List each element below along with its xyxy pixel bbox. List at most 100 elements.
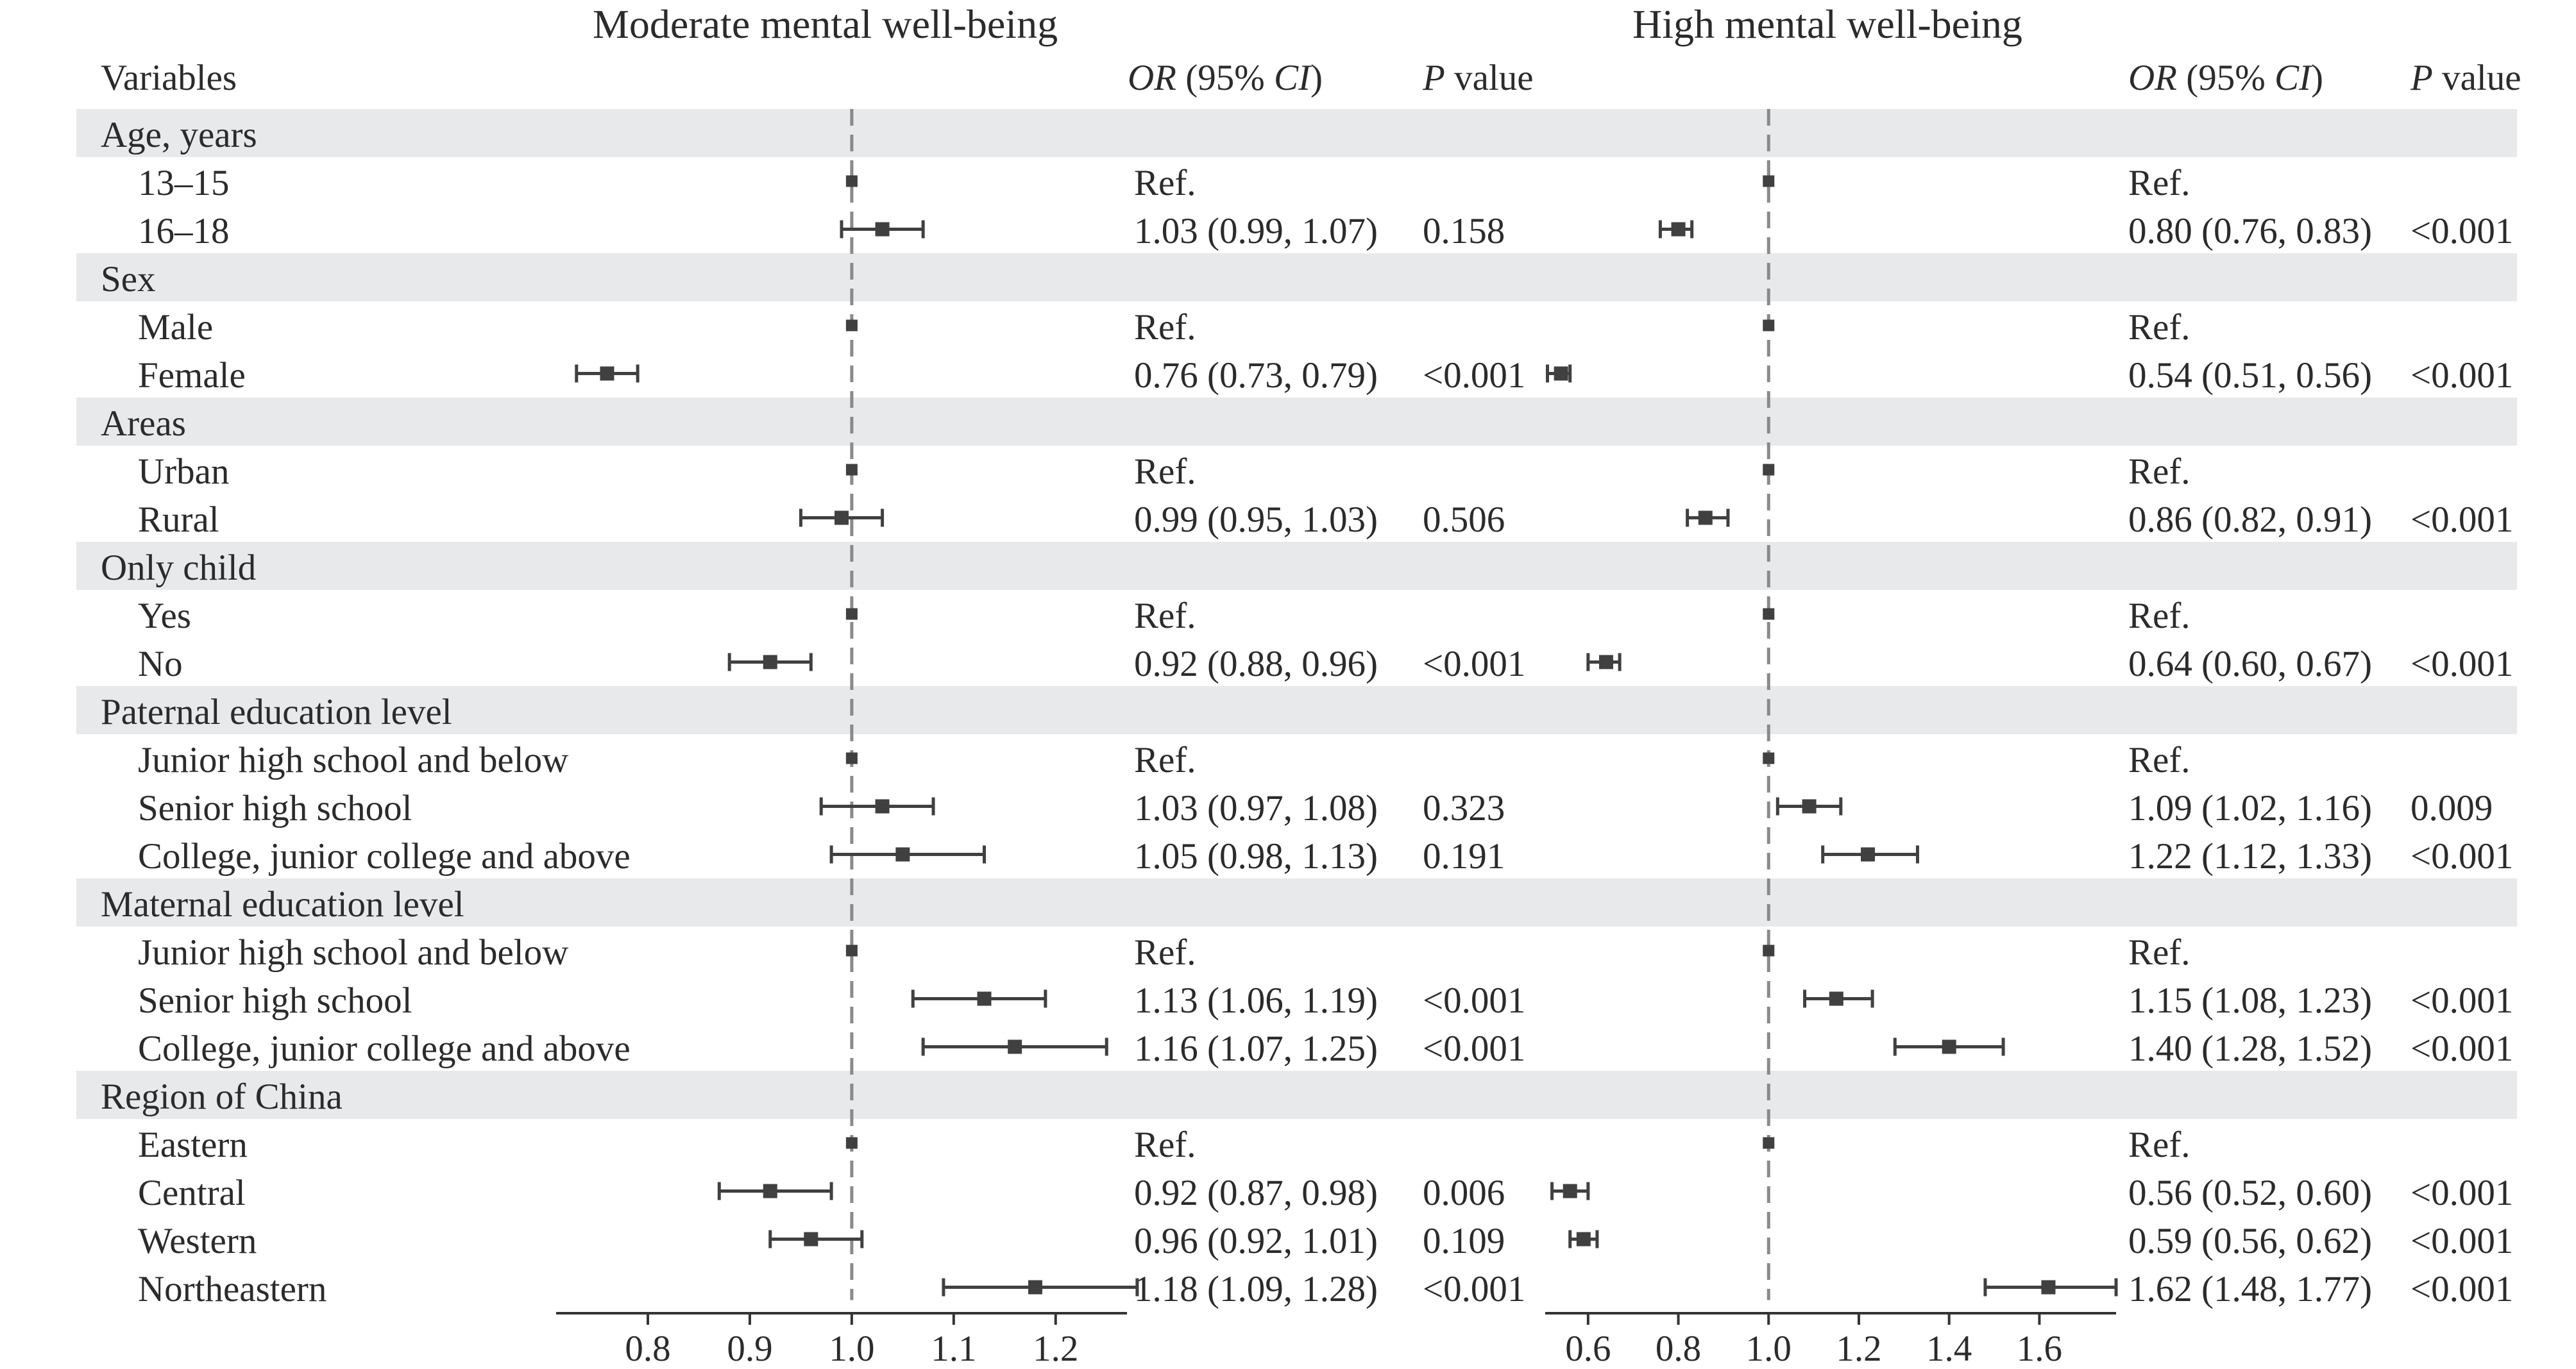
p-value-moderate: 0.323 [1423,787,1505,828]
row-label: College, junior college and above [138,1028,631,1069]
or-ci-text-moderate: 0.76 (0.73, 0.79) [1134,355,1378,396]
p-value-high: <0.001 [2411,355,2514,396]
or-point-moderate [845,175,858,187]
or-ci-text-high: Ref. [2128,932,2190,973]
ci-header-moderate-end: ) [1310,58,1323,98]
p-value-moderate: 0.109 [1423,1220,1505,1261]
or-ci-text-moderate: 0.96 (0.92, 1.01) [1134,1220,1378,1261]
or-point-high [1763,752,1775,764]
row-label: Senior high school [138,787,412,828]
or-point-high [1576,1232,1591,1247]
panel-title-moderate: Moderate mental well-being [593,1,1058,47]
row-label: Junior high school and below [138,932,569,973]
or-ci-text-high: Ref. [2128,451,2190,492]
group-label: Maternal education level [101,884,464,925]
p-value-high: <0.001 [2411,1220,2514,1261]
p-letter-moderate: P [1423,58,1445,98]
or-point-moderate [835,510,849,525]
x-tick-label: 0.8 [1656,1329,1701,1369]
row-label: Northeastern [138,1268,327,1309]
p-value-moderate: <0.001 [1423,643,1526,684]
or-point-high [1763,608,1775,620]
group-band [76,253,2517,301]
or-point-high [1763,945,1775,957]
or-ci-text-high: 1.09 (1.02, 1.16) [2128,787,2372,828]
or-point-moderate [895,847,910,862]
group-label: Only child [101,547,257,588]
x-tick-label: 0.8 [625,1329,670,1369]
or-ci-text-high: 0.64 (0.60, 0.67) [2128,643,2372,684]
or-ci-text-high: 0.56 (0.52, 0.60) [2128,1172,2372,1213]
or-point-high [1763,319,1775,332]
group-label: Age, years [101,114,257,155]
or-point-high [1698,510,1713,525]
or-ci-text-high: Ref. [2128,1124,2190,1165]
or-ci-text-high: Ref. [2128,307,2190,348]
or-header-high: OR [2128,58,2177,98]
ci-header-high-ci: CI [2274,58,2311,98]
or-point-high [1563,1184,1577,1198]
x-tick-label: 1.1 [931,1329,976,1369]
p-value-moderate: <0.001 [1423,1028,1526,1069]
or-ci-text-moderate: Ref. [1134,595,1196,636]
x-tick-label: 1.4 [1926,1329,1972,1369]
or-ci-text-high: Ref. [2128,595,2190,636]
or-point-high [1861,847,1876,862]
or-ci-text-high: Ref. [2128,162,2190,203]
group-band [76,1071,2517,1119]
p-value-moderate: <0.001 [1423,1268,1526,1309]
or-point-moderate [600,366,614,381]
p-value-moderate: 0.506 [1423,499,1505,540]
or-ci-text-moderate: 0.92 (0.88, 0.96) [1134,643,1378,684]
ci-header-moderate-mid: (95% [1176,58,1274,98]
group-band [76,542,2517,590]
p-letter-high: P [2411,58,2433,98]
or-point-moderate [845,752,858,764]
or-point-moderate [845,1137,858,1149]
or-point-high [1671,222,1686,237]
row-label: College, junior college and above [138,836,631,877]
row-label: Female [138,355,246,396]
row-label: Senior high school [138,980,412,1021]
p-value-moderate: <0.001 [1423,355,1526,396]
p-value-high: <0.001 [2411,210,2514,251]
or-ci-text-moderate: Ref. [1134,307,1196,348]
row-label: 13–15 [138,162,230,203]
or-ci-text-high: 1.62 (1.48, 1.77) [2128,1268,2372,1309]
row-label: Eastern [138,1124,248,1165]
p-value-high: <0.001 [2411,836,2514,877]
ci-header-moderate-ci: CI [1273,58,1310,98]
or-point-moderate [845,464,858,476]
or-ci-text-moderate: 0.99 (0.95, 1.03) [1134,499,1378,540]
row-label: Urban [138,451,230,492]
or-ci-text-moderate: 1.03 (0.99, 1.07) [1134,210,1378,251]
or-ci-header-high: OR (95% CI) [2128,60,2323,96]
or-point-high [1598,655,1613,669]
p-value-moderate: 0.158 [1423,210,1505,251]
x-tick-label: 0.9 [727,1329,772,1369]
p-rest-moderate: value [1445,58,1534,98]
or-point-moderate [845,319,858,332]
row-label: Rural [138,499,219,540]
or-point-high [1802,799,1817,814]
or-point-moderate [845,945,858,957]
or-ci-text-moderate: Ref. [1134,451,1196,492]
or-point-high [1763,1137,1775,1149]
x-tick-label: 1.2 [1836,1329,1881,1369]
or-point-high [2041,1280,2056,1295]
or-ci-text-high: 1.15 (1.08, 1.23) [2128,980,2372,1021]
or-ci-text-high: 1.40 (1.28, 1.52) [2128,1028,2372,1069]
x-tick-label: 1.0 [1746,1329,1792,1369]
ci-header-high-end: ) [2310,58,2323,98]
or-ci-text-high: 0.80 (0.76, 0.83) [2128,210,2372,251]
p-rest-high: value [2432,58,2521,98]
or-ci-text-moderate: Ref. [1134,932,1196,973]
p-value-moderate: 0.006 [1423,1172,1505,1213]
panel-title-high: High mental well-being [1632,1,2022,47]
x-tick-label: 0.6 [1565,1329,1611,1369]
or-ci-text-moderate: 1.16 (1.07, 1.25) [1134,1028,1378,1069]
or-ci-text-moderate: 1.03 (0.97, 1.08) [1134,787,1378,828]
or-ci-text-moderate: 1.05 (0.98, 1.13) [1134,836,1378,877]
or-ci-text-moderate: Ref. [1134,162,1196,203]
